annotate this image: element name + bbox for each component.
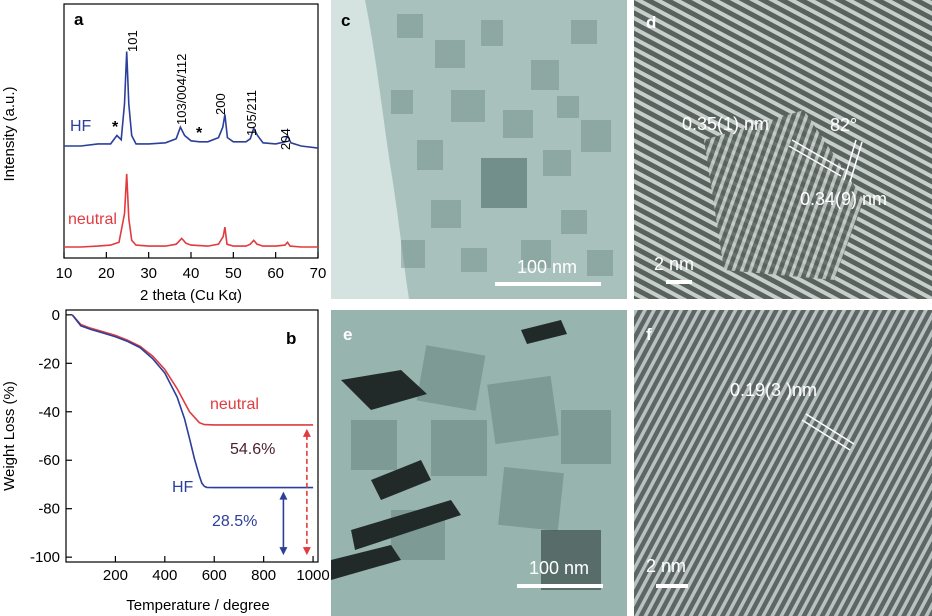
panel-a-xrd-chart: 10 20 30 40 50 60 70 a Intensity (a.u.) 2 thet… xyxy=(0,0,330,308)
tga-y-tick-label: -60 xyxy=(38,452,60,469)
peak-label-105-211: 105/211 xyxy=(244,90,259,136)
panel-f-scale-label: 2 nm xyxy=(646,556,686,576)
peak-label-103-004-112: 103/004/112 xyxy=(174,54,189,125)
tga-x-tick-label: 800 xyxy=(251,567,276,584)
peak-label-204: 204 xyxy=(278,128,293,150)
tem-c-micrograph: c 100 nm xyxy=(331,0,627,299)
tga-y-tick-label: -20 xyxy=(38,355,60,372)
xrd-x-axis-label: 2 theta (Cu Kα) xyxy=(140,287,242,304)
xrd-x-tick-label: 50 xyxy=(225,265,242,282)
tga-plot-frame xyxy=(65,309,319,563)
panel-a-letter: a xyxy=(74,10,84,29)
panel-d-angle: 82° xyxy=(830,115,857,135)
tga-x-tick-label: 200 xyxy=(103,567,128,584)
hrtem-d-micrograph: d 0.35(1) nm 82° 0.34(9) nm 2 nm xyxy=(634,0,932,299)
panel-f-spacing: 0.19(3 )nm xyxy=(730,380,817,400)
panel-d-scale-label: 2 nm xyxy=(654,254,694,274)
tga-x-tick-label: 600 xyxy=(202,567,227,584)
tga-x-tick-label: 1000 xyxy=(296,567,329,584)
panel-b-letter: b xyxy=(286,329,296,348)
tem-e-micrograph: e 100 nm xyxy=(331,310,627,616)
impurity-star-1: * xyxy=(112,119,119,136)
xrd-x-tick-label: 40 xyxy=(183,265,200,282)
xrd-legend-neutral: neutral xyxy=(68,211,117,228)
tga-y-axis-label: Weight Loss (%) xyxy=(1,381,18,491)
tga-y-tick-label: -80 xyxy=(38,501,60,518)
panel-c-scale-label: 100 nm xyxy=(517,257,577,277)
panel-c-tem-image: c 100 nm xyxy=(331,0,627,299)
xrd-x-tick-label: 10 xyxy=(56,265,73,282)
tga-series-neutral-line xyxy=(71,314,314,426)
impurity-star-2: * xyxy=(196,125,203,142)
panel-c-scale-bar xyxy=(495,282,601,286)
panel-d-scale-bar xyxy=(666,280,692,284)
panel-d-spacing-1: 0.35(1) nm xyxy=(682,114,769,134)
tga-svg: 0 -20 -40 -60 -80 -100 200 400 600 800 1000 b Weig… xyxy=(1,307,330,614)
panel-f-scale-bar xyxy=(656,584,688,588)
loss-neutral-label: 54.6% xyxy=(230,441,275,458)
peak-label-200: 200 xyxy=(213,93,228,115)
xrd-legend-hf: HF xyxy=(70,118,92,135)
panel-b-tga-chart: 0 -20 -40 -60 -80 -100 200 400 600 800 1000 b Weig… xyxy=(0,307,330,616)
tga-axis-ticks: 0 -20 -40 -60 -80 -100 200 400 600 800 1000 xyxy=(30,307,330,584)
peak-label-101: 101 xyxy=(125,30,140,52)
panel-e-letter: e xyxy=(343,325,352,344)
xrd-x-tick-label: 20 xyxy=(98,265,115,282)
tga-legend-hf: HF xyxy=(172,479,194,496)
hrtem-f-micrograph: f 0.19(3 )nm 2 nm xyxy=(634,310,932,616)
xrd-series-neutral-line xyxy=(64,173,318,248)
panel-f-letter: f xyxy=(646,325,652,344)
tga-x-axis-label: Temperature / degree xyxy=(126,597,269,614)
panel-c-letter: c xyxy=(341,11,350,30)
panel-f-hrtem-image: f 0.19(3 )nm 2 nm xyxy=(634,310,932,616)
panel-d-hrtem-image: d 0.35(1) nm 82° 0.34(9) nm 2 nm xyxy=(634,0,932,299)
tga-y-tick-label: 0 xyxy=(52,307,60,324)
panel-e-tem-image: e 100 nm xyxy=(331,310,627,616)
xrd-series-hf-line xyxy=(64,51,319,149)
panel-e-scale-bar xyxy=(517,584,603,588)
panel-d-spacing-2: 0.34(9) nm xyxy=(800,189,887,209)
tga-x-tick-label: 400 xyxy=(152,567,177,584)
loss-hf-label: 28.5% xyxy=(212,513,257,530)
xrd-x-ticks: 10 20 30 40 50 60 70 xyxy=(56,252,327,282)
xrd-y-axis-label: Intensity (a.u.) xyxy=(1,86,18,181)
xrd-svg: 10 20 30 40 50 60 70 a Intensity (a.u.) 2 thet… xyxy=(1,3,327,304)
xrd-x-tick-label: 60 xyxy=(267,265,284,282)
tga-series-hf-line xyxy=(71,314,314,489)
tga-y-tick-label: -40 xyxy=(38,404,60,421)
xrd-x-tick-label: 70 xyxy=(310,265,327,282)
panel-e-scale-label: 100 nm xyxy=(529,558,589,578)
panel-d-letter: d xyxy=(646,13,656,32)
tga-y-tick-label: -100 xyxy=(30,549,60,566)
xrd-x-tick-label: 30 xyxy=(140,265,157,282)
tga-legend-neutral: neutral xyxy=(210,396,259,413)
